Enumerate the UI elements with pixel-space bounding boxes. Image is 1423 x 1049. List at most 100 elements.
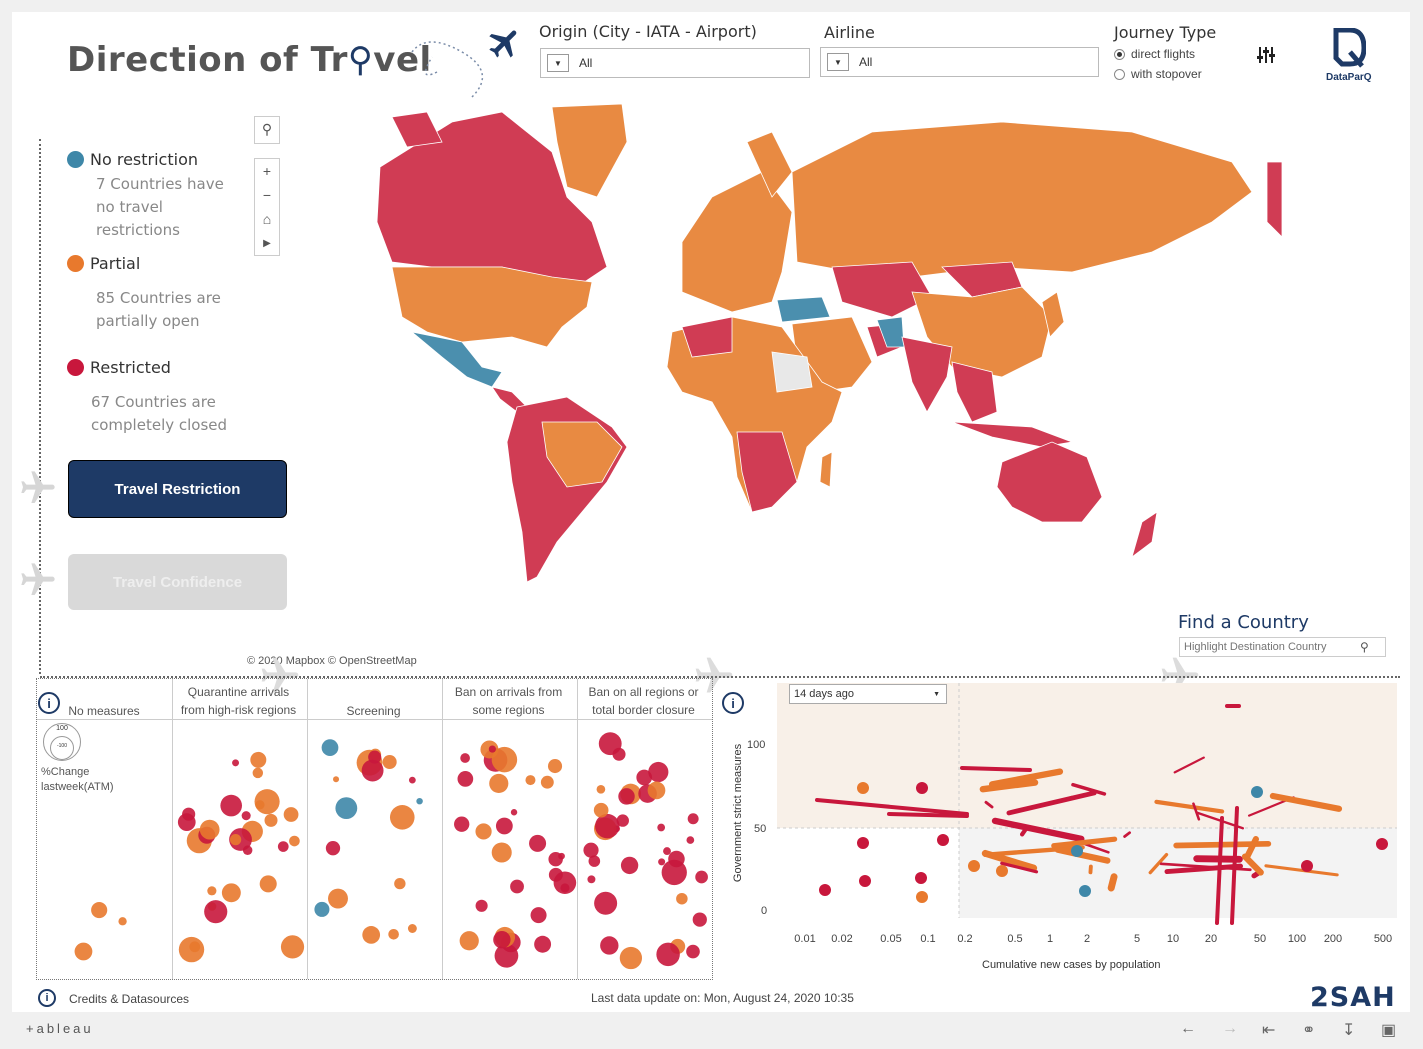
bubble[interactable] bbox=[289, 835, 300, 847]
bubble[interactable] bbox=[594, 891, 618, 915]
fullscreen-icon[interactable]: ▣ bbox=[1381, 1022, 1397, 1039]
bubble[interactable] bbox=[558, 852, 565, 860]
bubble[interactable] bbox=[587, 875, 596, 884]
travel-restriction-button[interactable]: Travel Restriction bbox=[68, 460, 287, 518]
bubble[interactable] bbox=[388, 929, 399, 940]
bubble[interactable] bbox=[663, 847, 671, 856]
bubble[interactable] bbox=[494, 943, 519, 968]
bubble[interactable] bbox=[686, 944, 700, 959]
bubble[interactable] bbox=[676, 892, 688, 905]
scatter-point[interactable] bbox=[1251, 786, 1263, 798]
bubble[interactable] bbox=[277, 841, 289, 852]
bubble[interactable] bbox=[491, 842, 512, 863]
scatter-point[interactable] bbox=[1301, 860, 1313, 872]
trajectory-line[interactable] bbox=[979, 779, 1039, 793]
radio-direct-flights[interactable]: direct flights bbox=[1114, 44, 1202, 64]
bubble[interactable] bbox=[489, 773, 509, 794]
bubble[interactable] bbox=[692, 912, 707, 927]
map-region[interactable] bbox=[1266, 161, 1282, 238]
bubble[interactable] bbox=[259, 875, 277, 893]
bubble[interactable] bbox=[314, 901, 330, 917]
share-icon[interactable]: ⚭ bbox=[1302, 1022, 1316, 1039]
bubble[interactable] bbox=[333, 776, 340, 783]
bubble[interactable] bbox=[534, 935, 552, 953]
scatter-chart[interactable] bbox=[717, 678, 1407, 978]
bubble[interactable] bbox=[241, 811, 251, 821]
scatter-point[interactable] bbox=[859, 875, 871, 887]
map-region[interactable] bbox=[391, 111, 443, 148]
map-region[interactable] bbox=[831, 261, 933, 318]
info-icon[interactable]: i bbox=[38, 989, 56, 1007]
bubble[interactable] bbox=[335, 797, 358, 820]
bubble[interactable] bbox=[457, 771, 474, 787]
bubble[interactable] bbox=[656, 942, 680, 967]
trajectory-line[interactable] bbox=[887, 812, 969, 818]
map-region[interactable] bbox=[736, 431, 798, 513]
map-region[interactable] bbox=[551, 103, 628, 198]
map-region[interactable] bbox=[819, 451, 833, 488]
map-region[interactable] bbox=[1131, 511, 1158, 559]
radio-with-stopover[interactable]: with stopover bbox=[1114, 64, 1202, 84]
trajectory-line[interactable] bbox=[1264, 864, 1339, 877]
bubble[interactable] bbox=[488, 745, 496, 753]
bubble[interactable] bbox=[408, 776, 416, 784]
bubble[interactable] bbox=[493, 931, 511, 949]
trajectory-line[interactable] bbox=[960, 766, 1032, 772]
airline-dropdown[interactable]: ▼ All bbox=[820, 47, 1099, 77]
home-icon[interactable]: ⌂ bbox=[262, 211, 272, 227]
bubble[interactable] bbox=[560, 883, 570, 893]
bubble[interactable] bbox=[254, 789, 280, 815]
bubble-chart[interactable] bbox=[36, 678, 713, 980]
bubble[interactable] bbox=[616, 814, 629, 827]
bubble[interactable] bbox=[362, 926, 381, 944]
bubble[interactable] bbox=[687, 813, 699, 825]
scatter-point[interactable] bbox=[857, 782, 869, 794]
trajectory-line[interactable] bbox=[1019, 827, 1028, 837]
bubble[interactable] bbox=[283, 807, 299, 822]
bubble[interactable] bbox=[407, 924, 417, 933]
scatter-point[interactable] bbox=[915, 872, 927, 884]
scatter-point[interactable] bbox=[819, 884, 831, 896]
filter-settings-icon[interactable] bbox=[1256, 46, 1276, 64]
bubble[interactable] bbox=[648, 761, 669, 783]
scatter-point[interactable] bbox=[1376, 838, 1388, 850]
bubble[interactable] bbox=[389, 805, 415, 830]
bubble[interactable] bbox=[668, 850, 685, 868]
bubble[interactable] bbox=[619, 946, 643, 970]
bubble[interactable] bbox=[510, 809, 518, 816]
bubble[interactable] bbox=[252, 767, 264, 779]
find-country-input[interactable] bbox=[1180, 641, 1360, 653]
map-region[interactable] bbox=[681, 316, 733, 358]
trajectory-line[interactable] bbox=[1051, 836, 1118, 849]
zoom-out-icon[interactable]: − bbox=[262, 187, 272, 203]
bubble[interactable] bbox=[540, 775, 554, 789]
redo-icon[interactable]: → bbox=[1222, 1020, 1238, 1037]
bubble[interactable] bbox=[548, 867, 563, 882]
period-dropdown[interactable]: 14 days ago ▼ bbox=[789, 684, 947, 704]
trajectory-line[interactable] bbox=[1269, 792, 1343, 812]
bubble[interactable] bbox=[583, 842, 599, 858]
map-region[interactable] bbox=[391, 266, 593, 348]
map-region[interactable] bbox=[901, 336, 953, 413]
revert-icon[interactable]: ⇤ bbox=[1262, 1022, 1276, 1039]
scatter-point[interactable] bbox=[916, 891, 928, 903]
bubble[interactable] bbox=[529, 834, 547, 852]
scatter-point[interactable] bbox=[1071, 845, 1083, 857]
zoom-in-icon[interactable]: + bbox=[262, 163, 272, 179]
bubble[interactable] bbox=[207, 886, 217, 896]
bubble[interactable] bbox=[695, 870, 708, 884]
trajectory-line[interactable] bbox=[1192, 802, 1201, 821]
trajectory-line[interactable] bbox=[1107, 873, 1118, 892]
map-search-button[interactable]: ⚲ bbox=[254, 116, 280, 144]
trajectory-line[interactable] bbox=[1154, 799, 1225, 814]
bubble[interactable] bbox=[657, 823, 666, 832]
bubble[interactable] bbox=[382, 754, 397, 770]
trajectory-line[interactable] bbox=[988, 768, 1064, 788]
map-region[interactable] bbox=[411, 331, 503, 388]
scatter-point[interactable] bbox=[996, 865, 1008, 877]
bubble[interactable] bbox=[232, 759, 240, 767]
bubble[interactable] bbox=[620, 856, 639, 875]
bubble[interactable] bbox=[177, 813, 196, 832]
map-region[interactable] bbox=[791, 121, 1253, 278]
bubble[interactable] bbox=[595, 813, 620, 839]
